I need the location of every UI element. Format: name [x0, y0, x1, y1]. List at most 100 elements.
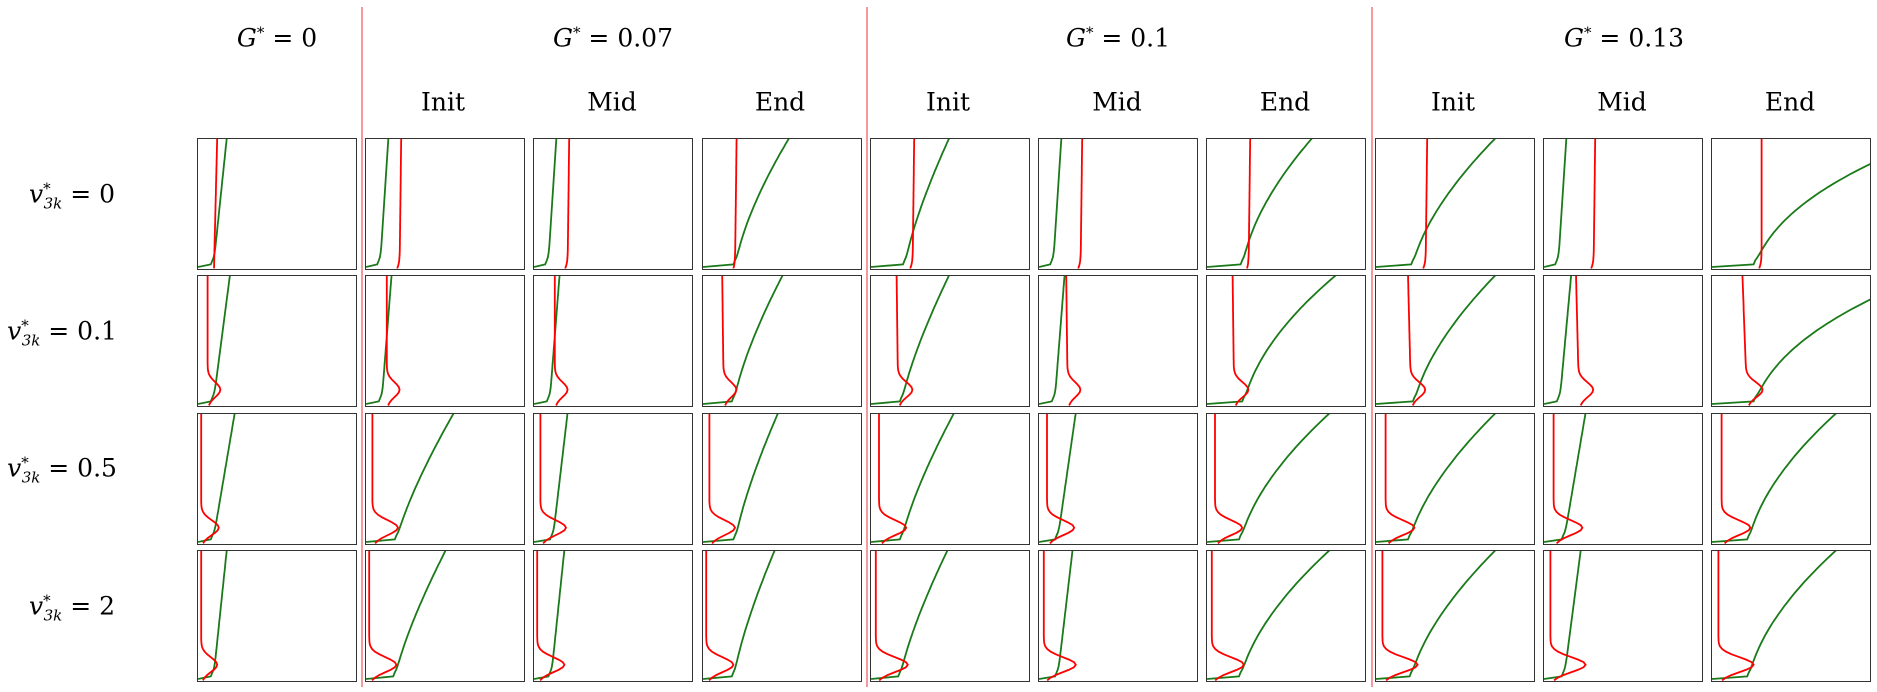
phase-header: End — [1259, 87, 1311, 117]
green-curve — [1039, 414, 1077, 543]
row-symbol: v — [28, 591, 44, 621]
green-curve — [1544, 139, 1568, 268]
green-curve — [366, 139, 390, 268]
group-separator — [361, 7, 363, 687]
red-curve — [1381, 551, 1419, 681]
phase-header: End — [754, 87, 806, 117]
group-symbol: G — [1564, 23, 1584, 53]
panel-plot — [198, 414, 236, 544]
group-header-g013: G* = 0.13 — [1564, 23, 1684, 52]
red-curve — [1065, 276, 1082, 406]
green-curve — [198, 414, 236, 543]
red-curve — [1575, 276, 1595, 406]
green-curve — [1712, 298, 1870, 405]
red-curve — [1042, 551, 1077, 681]
row-symbol: v — [7, 453, 22, 483]
panel-plot — [1039, 414, 1077, 544]
panel-plot — [1207, 414, 1331, 544]
red-curve — [1552, 414, 1584, 544]
panel-plot — [366, 276, 401, 406]
panel-r2-c7 — [1375, 413, 1535, 545]
panel-plot — [1712, 414, 1837, 544]
red-curve — [539, 414, 568, 544]
panel-r3-c4 — [870, 550, 1030, 682]
red-curve — [371, 414, 400, 544]
row-sup: * — [43, 591, 51, 610]
row-value: = 2 — [62, 591, 116, 621]
panel-r3-c2 — [533, 550, 693, 682]
red-curve — [1214, 414, 1244, 544]
green-curve — [703, 414, 779, 543]
red-curve — [206, 276, 222, 406]
red-curve — [1720, 414, 1752, 544]
red-curve — [200, 414, 220, 544]
green-curve — [871, 551, 949, 680]
panel-plot — [1207, 139, 1313, 269]
red-curve — [1422, 139, 1429, 269]
panel-plot — [871, 139, 950, 269]
panel-r0-c0 — [197, 138, 357, 270]
green-curve — [1207, 414, 1331, 543]
red-curve — [553, 276, 569, 406]
panel-r3-c3 — [702, 550, 862, 682]
green-curve — [871, 414, 955, 543]
red-curve — [878, 414, 908, 544]
red-curve — [708, 414, 737, 544]
group-value: = 0.07 — [580, 23, 673, 53]
green-curve — [1376, 276, 1496, 405]
green-curve — [534, 139, 558, 268]
panel-r1-c9 — [1711, 275, 1871, 407]
panel-r0-c8 — [1543, 138, 1703, 270]
row-sub: 3k — [21, 468, 41, 487]
red-curve — [721, 276, 738, 406]
red-curve — [368, 551, 398, 681]
group-sup: * — [1085, 23, 1094, 42]
group-sup: * — [256, 23, 265, 42]
panel-r1-c6 — [1206, 275, 1366, 407]
panel-r1-c8 — [1543, 275, 1703, 407]
panel-r0-c6 — [1206, 138, 1366, 270]
group-value: = 0.1 — [1093, 23, 1171, 53]
panel-r2-c8 — [1543, 413, 1703, 545]
green-curve — [1376, 139, 1496, 268]
panel-plot — [366, 551, 447, 681]
panel-r0-c9 — [1711, 138, 1871, 270]
red-curve — [874, 551, 909, 681]
group-header-g007: G* = 0.07 — [553, 23, 673, 52]
panel-plot — [366, 139, 403, 269]
phase-header: Init — [420, 87, 466, 117]
green-curve — [366, 551, 447, 680]
green-curve — [1712, 414, 1837, 543]
green-curve — [1376, 414, 1496, 543]
group-sup: * — [1583, 23, 1592, 42]
phase-header: Mid — [1092, 87, 1142, 117]
panel-r2-c0 — [197, 413, 357, 545]
panel-r2-c3 — [702, 413, 862, 545]
panel-r1-c3 — [702, 275, 862, 407]
green-curve — [703, 276, 784, 405]
row-value: = 0.5 — [40, 453, 117, 483]
row-symbol: v — [28, 179, 44, 209]
panel-r1-c7 — [1375, 275, 1535, 407]
green-curve — [534, 276, 561, 405]
red-curve — [1590, 139, 1597, 269]
panel-r2-c6 — [1206, 413, 1366, 545]
panel-plot — [703, 139, 790, 269]
panel-plot — [1712, 276, 1870, 406]
red-curve — [1046, 414, 1076, 544]
panel-plot — [534, 276, 569, 406]
panel-plot — [1376, 551, 1496, 681]
row-sub: 3k — [43, 194, 63, 213]
panel-r2-c2 — [533, 413, 693, 545]
group-symbol: G — [236, 23, 257, 53]
panel-plot — [703, 551, 776, 681]
panel-plot — [198, 139, 228, 269]
panel-r1-c5 — [1038, 275, 1198, 407]
panel-r3-c7 — [1375, 550, 1535, 682]
panel-r3-c9 — [1711, 550, 1871, 682]
panel-r0-c4 — [870, 138, 1030, 270]
green-curve — [1207, 276, 1337, 405]
panel-plot — [1712, 139, 1870, 269]
red-curve — [385, 276, 401, 406]
green-curve — [703, 551, 776, 680]
